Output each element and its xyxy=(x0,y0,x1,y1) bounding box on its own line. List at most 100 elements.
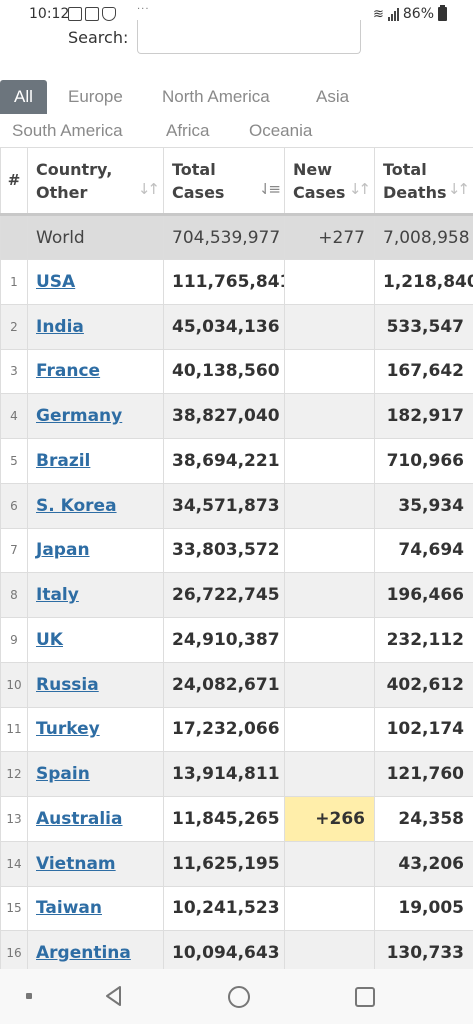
total-deaths-cell: 7,008,958 xyxy=(374,214,473,260)
status-right: ≋ 86% xyxy=(373,5,447,22)
tab-north-america[interactable]: North America xyxy=(162,87,270,106)
new-cases-cell xyxy=(284,930,375,969)
total-deaths-cell: 19,005 xyxy=(374,885,473,932)
table-row: 8 Italy 26,722,745 196,466 xyxy=(0,572,473,618)
back-icon[interactable] xyxy=(102,984,126,1008)
tab-asia[interactable]: Asia xyxy=(316,87,350,106)
table-row: 2 India 45,034,136 533,547 xyxy=(0,303,473,350)
country-cell: India xyxy=(27,303,164,350)
country-cell: S. Korea xyxy=(27,482,164,529)
header-country[interactable]: Country, Other ↓↑ xyxy=(27,147,164,216)
country-link[interactable]: Taiwan xyxy=(36,898,102,919)
country-link[interactable]: USA xyxy=(36,271,76,292)
country-link[interactable]: Italy xyxy=(36,585,79,606)
recent-dot-icon[interactable] xyxy=(26,993,32,999)
header-new-cases[interactable]: New Cases ↓↑ xyxy=(284,147,375,216)
country-link[interactable]: Germany xyxy=(36,406,123,427)
total-cases-cell: 13,914,811 xyxy=(163,751,285,797)
total-cases-cell: 11,625,195 xyxy=(163,840,285,887)
total-cases-cell: 11,845,265 xyxy=(163,796,285,842)
row-num: 16 xyxy=(0,930,28,969)
country-cell: Germany xyxy=(27,393,164,439)
covid-table: # Country, Other ↓↑ Total Cases ⇃≡ New C… xyxy=(0,147,473,969)
table-row: 11 Turkey 17,232,066 102,174 xyxy=(0,706,473,753)
table-row: 10 Russia 24,082,671 402,612 xyxy=(0,661,473,708)
row-num: 10 xyxy=(0,661,28,708)
total-cases-cell: 45,034,136 xyxy=(163,303,285,350)
new-cases-cell xyxy=(284,348,375,395)
tab-africa[interactable]: Africa xyxy=(166,121,210,140)
row-num: 3 xyxy=(0,348,28,395)
total-cases-cell: 38,694,221 xyxy=(163,438,285,484)
table-row: 16 Argentina 10,094,643 130,733 xyxy=(0,930,473,969)
country-link[interactable]: UK xyxy=(36,629,63,650)
total-cases-cell: 40,138,560 xyxy=(163,348,285,395)
world-row: World 704,539,977 +277 7,008,958 xyxy=(0,214,473,260)
tab-oceania[interactable]: Oceania xyxy=(249,121,313,140)
new-cases-cell: +277 xyxy=(284,214,375,260)
total-deaths-cell: 102,174 xyxy=(374,706,473,753)
country-link[interactable]: Turkey xyxy=(36,719,100,740)
row-num: 14 xyxy=(0,840,28,887)
tab-europe[interactable]: Europe xyxy=(68,87,123,106)
row-num: 7 xyxy=(0,527,28,574)
header-total-cases[interactable]: Total Cases ⇃≡ xyxy=(163,147,285,216)
new-cases-cell xyxy=(284,482,375,529)
new-cases-cell xyxy=(284,393,375,439)
country-link[interactable]: Japan xyxy=(36,540,90,561)
total-deaths-cell: 167,642 xyxy=(374,348,473,395)
row-num: 15 xyxy=(0,885,28,932)
total-deaths-cell: 533,547 xyxy=(374,303,473,350)
total-cases-cell: 111,765,841 xyxy=(163,259,285,305)
header-total-deaths[interactable]: Total Deaths ↓↑ xyxy=(374,147,473,216)
total-cases-cell: 33,803,572 xyxy=(163,527,285,574)
covid-table-container[interactable]: # Country, Other ↓↑ Total Cases ⇃≡ New C… xyxy=(0,147,473,969)
table-row: 13 Australia 11,845,265 +266 24,358 xyxy=(0,796,473,842)
table-row: 3 France 40,138,560 167,642 xyxy=(0,348,473,395)
home-icon[interactable] xyxy=(228,986,250,1008)
more-dots-icon: ··· xyxy=(137,4,150,15)
header-num[interactable]: # xyxy=(0,147,28,216)
status-notification-icons xyxy=(68,7,116,21)
battery-percent: 86% xyxy=(402,6,434,22)
country-link[interactable]: Spain xyxy=(36,764,90,785)
new-cases-cell xyxy=(284,840,375,887)
new-cases-cell xyxy=(284,661,375,708)
search-input[interactable] xyxy=(137,20,361,54)
sort-icon: ↓↑ xyxy=(447,180,470,198)
total-deaths-cell: 121,760 xyxy=(374,751,473,797)
total-cases-cell: 704,539,977 xyxy=(163,214,285,260)
tab-all[interactable]: All xyxy=(0,80,47,114)
new-cases-cell xyxy=(284,303,375,350)
country-link[interactable]: France xyxy=(36,361,101,382)
table-row: 12 Spain 13,914,811 121,760 xyxy=(0,751,473,797)
country-link[interactable]: Brazil xyxy=(36,450,91,471)
new-cases-cell xyxy=(284,706,375,753)
total-deaths-cell: 43,206 xyxy=(374,840,473,887)
country-cell: Australia xyxy=(27,796,164,842)
search-label: Search: xyxy=(68,28,129,47)
tab-south-america[interactable]: South America xyxy=(12,121,123,140)
recent-apps-icon[interactable] xyxy=(355,987,375,1007)
country-cell: Argentina xyxy=(27,930,164,969)
country-cell: UK xyxy=(27,617,164,663)
country-link[interactable]: Australia xyxy=(36,808,123,829)
country-link[interactable]: S. Korea xyxy=(36,495,117,516)
country-link[interactable]: Russia xyxy=(36,674,99,695)
country-cell: Vietnam xyxy=(27,840,164,887)
table-row: 9 UK 24,910,387 232,112 xyxy=(0,617,473,663)
new-cases-cell xyxy=(284,885,375,932)
total-cases-cell: 24,910,387 xyxy=(163,617,285,663)
country-cell: Russia xyxy=(27,661,164,708)
new-cases-cell xyxy=(284,259,375,305)
country-link[interactable]: Argentina xyxy=(36,943,131,964)
row-num: 6 xyxy=(0,482,28,529)
table-row: 15 Taiwan 10,241,523 19,005 xyxy=(0,885,473,932)
country-link[interactable]: India xyxy=(36,316,84,337)
new-cases-cell xyxy=(284,572,375,618)
sort-desc-icon: ⇃≡ xyxy=(258,180,281,198)
image-icon xyxy=(85,7,99,21)
country-link[interactable]: Vietnam xyxy=(36,853,116,874)
country-cell: USA xyxy=(27,259,164,305)
total-deaths-cell: 710,966 xyxy=(374,438,473,484)
